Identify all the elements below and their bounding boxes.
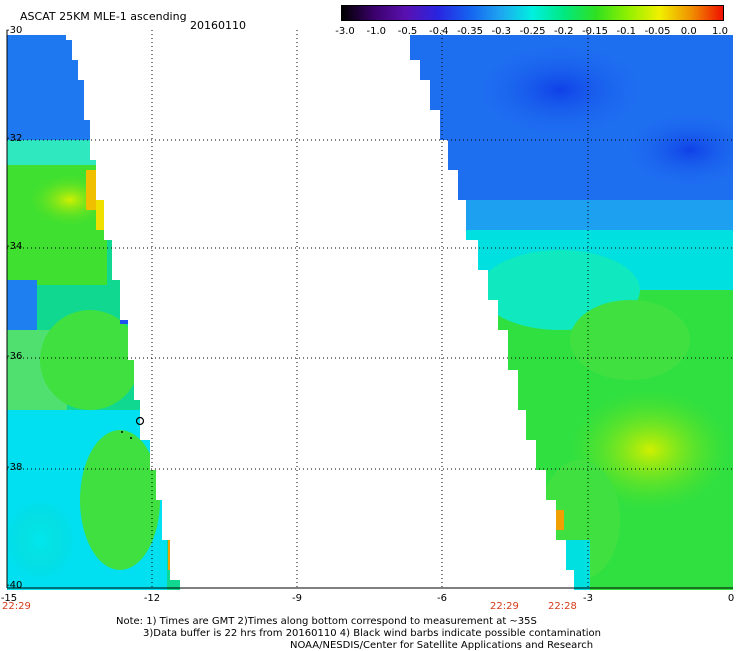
left-swath (7, 35, 180, 590)
y-tick-label: -36 (6, 351, 23, 362)
contamination-marks (121, 416, 145, 439)
colorbar-tick-label: 0.0 (680, 26, 697, 37)
y-tick-label: -40 (6, 580, 23, 591)
colorbar-tick-label: -0.5 (397, 26, 418, 37)
x-tick-label: -12 (143, 593, 161, 604)
colorbar-tick-label: 1.0 (712, 26, 728, 37)
colorbar-tick-label: -1.0 (366, 26, 387, 37)
colorbar-tick-label: -0.2 (553, 26, 574, 37)
y-tick-label: -32 (6, 133, 23, 144)
product-title: ASCAT 25KM MLE-1 ascending (20, 10, 187, 23)
note-line-3: NOAA/NESDIS/Center for Satellite Applica… (290, 640, 594, 651)
note-line-1: Note: 1) Times are GMT 2)Times along bot… (116, 616, 537, 627)
right-swath (410, 35, 733, 590)
x-tick-label: -6 (437, 593, 447, 604)
grid-lines (7, 30, 733, 588)
time-label-left: 22:29 (2, 601, 31, 612)
x-tick-label: -9 (292, 593, 302, 604)
colorbar-tick-label: -0.05 (644, 26, 671, 37)
colorbar-tick-label: -0.4 (428, 26, 449, 37)
axes-frame (6, 30, 733, 589)
x-tick-label: -3 (583, 593, 593, 604)
y-tick-label: -34 (6, 241, 23, 252)
colorbar-tick-label: -0.1 (616, 26, 637, 37)
y-tick-label: -30 (6, 25, 23, 36)
y-tick-label: -38 (6, 462, 23, 473)
colorbar-tick-label: -0.3 (491, 26, 512, 37)
colorbar (341, 5, 724, 21)
time-label-mid2: 22:28 (548, 601, 577, 612)
x-tick-label: 0 (727, 593, 735, 604)
colorbar-tick-label: -0.35 (457, 26, 483, 37)
colorbar-tick-label: -0.25 (519, 26, 546, 37)
colorbar-tick-label: -0.15 (582, 26, 608, 37)
note-line-2: 3)Data buffer is 22 hrs from 20160110 4)… (143, 628, 601, 639)
product-date: 20160110 (190, 19, 246, 32)
colorbar-tick-label: -3.0 (335, 26, 355, 37)
time-label-mid1: 22:29 (490, 601, 519, 612)
x-tick-label: -15 (0, 593, 18, 604)
